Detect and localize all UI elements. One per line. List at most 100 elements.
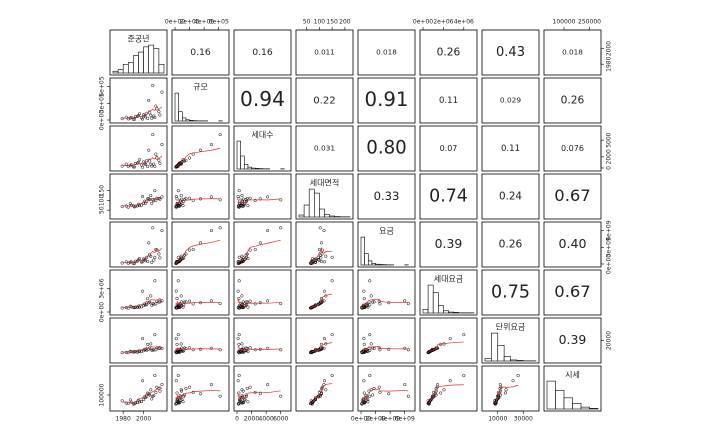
panel	[357, 173, 416, 220]
scatter-point	[148, 198, 152, 202]
scatter-point	[149, 162, 153, 166]
scatter-point	[160, 383, 164, 387]
variable-name: 단위요금	[496, 322, 525, 332]
x-tick-label: 0e+00	[413, 19, 433, 26]
histogram-bar	[448, 311, 454, 314]
scatter-point	[132, 261, 136, 265]
panel	[481, 221, 540, 268]
scatter-point	[188, 385, 192, 389]
scatter-point	[246, 349, 250, 354]
scatter-point	[406, 348, 410, 352]
x-tick-label: 6e+05	[209, 19, 229, 26]
scatter-point	[153, 255, 157, 259]
scatter-point	[154, 390, 158, 394]
panel	[295, 77, 354, 124]
panel	[233, 317, 292, 364]
scatter-point	[150, 260, 154, 264]
scatter-point	[368, 279, 372, 283]
scatter-point	[317, 247, 321, 252]
scatter-point	[279, 394, 283, 398]
histogram-bar	[589, 408, 599, 410]
scatter-point	[177, 401, 181, 405]
scatter-point	[151, 394, 155, 398]
smooth-line	[175, 347, 221, 351]
scatter-point	[366, 305, 370, 309]
correlation-label: 0.26	[561, 94, 585, 107]
scatter-point	[362, 401, 366, 405]
smooth-line	[122, 386, 163, 403]
scatter-point	[236, 289, 240, 293]
scatter-point	[362, 342, 366, 346]
scatter-point	[128, 202, 132, 206]
scatter-point	[140, 349, 144, 353]
histogram-bar	[422, 308, 429, 314]
scatter-point	[241, 389, 245, 393]
scatter-point	[149, 113, 153, 117]
scatter-point	[318, 253, 322, 257]
x-tick-label: 200	[339, 19, 351, 26]
scatter-point	[237, 296, 241, 301]
scatter-point	[179, 342, 183, 346]
scatter-point	[160, 143, 164, 147]
scatter-point	[240, 401, 244, 405]
scatter-point	[371, 300, 375, 304]
histogram-bar	[427, 284, 434, 314]
histogram-bar	[563, 397, 573, 410]
histogram-bar	[189, 120, 194, 122]
y-tick-label: 3e+09	[606, 237, 613, 257]
correlation-label: 0.029	[500, 96, 521, 105]
scatter-point	[184, 346, 188, 351]
y-tick-label: 0e+00	[99, 110, 106, 130]
scatter-point	[157, 110, 161, 114]
panel	[543, 173, 602, 220]
scatter-point	[147, 98, 151, 103]
scatter-point	[253, 302, 257, 306]
scatter-point	[179, 254, 183, 258]
scatter-point	[236, 379, 240, 383]
scatter-point	[141, 289, 145, 293]
scatter-point	[174, 261, 178, 265]
correlation-label: 0.24	[499, 191, 522, 203]
scatter-point	[146, 391, 150, 395]
correlation-label: 0.26	[437, 46, 461, 59]
x-tick-label: 4e+09	[380, 416, 400, 423]
scatter-point	[137, 158, 142, 162]
panel	[295, 125, 354, 172]
histogram-bar	[181, 117, 187, 122]
panel	[357, 317, 416, 364]
scatter-point	[209, 346, 213, 350]
histogram-bar	[303, 204, 310, 218]
scatter-point	[174, 402, 178, 406]
histogram-bar	[375, 263, 380, 266]
scatter-point	[253, 247, 257, 252]
scatter-point	[246, 204, 250, 208]
histogram-bar	[158, 63, 165, 74]
scatter-point	[498, 383, 502, 387]
panel	[295, 269, 354, 316]
smooth-line	[122, 345, 163, 353]
scatter-point	[140, 399, 144, 404]
x-tick-label: 50	[303, 19, 311, 26]
scatter-point	[238, 398, 242, 402]
scatter-point	[511, 379, 515, 383]
scatter-point	[131, 165, 135, 169]
scatter-point	[319, 259, 323, 264]
scatter-point	[188, 196, 192, 200]
scatter-point	[178, 305, 182, 310]
scatter-point	[137, 305, 142, 309]
scatter-point	[151, 83, 155, 88]
y-tick-label: 2000	[606, 149, 613, 164]
histogram-bar	[367, 260, 373, 266]
y-tick-label: 6e+05	[99, 76, 106, 96]
smooth-line	[122, 105, 163, 119]
correlation-label: 0.75	[491, 283, 530, 303]
scatter-point	[330, 279, 334, 283]
panel	[171, 317, 230, 364]
panel	[419, 77, 478, 124]
histogram-bar	[243, 164, 249, 170]
scatter-point	[372, 346, 376, 351]
scatter-point	[132, 117, 136, 121]
scatter-point	[150, 397, 154, 401]
histogram-bar	[443, 310, 449, 314]
panel	[295, 221, 354, 268]
